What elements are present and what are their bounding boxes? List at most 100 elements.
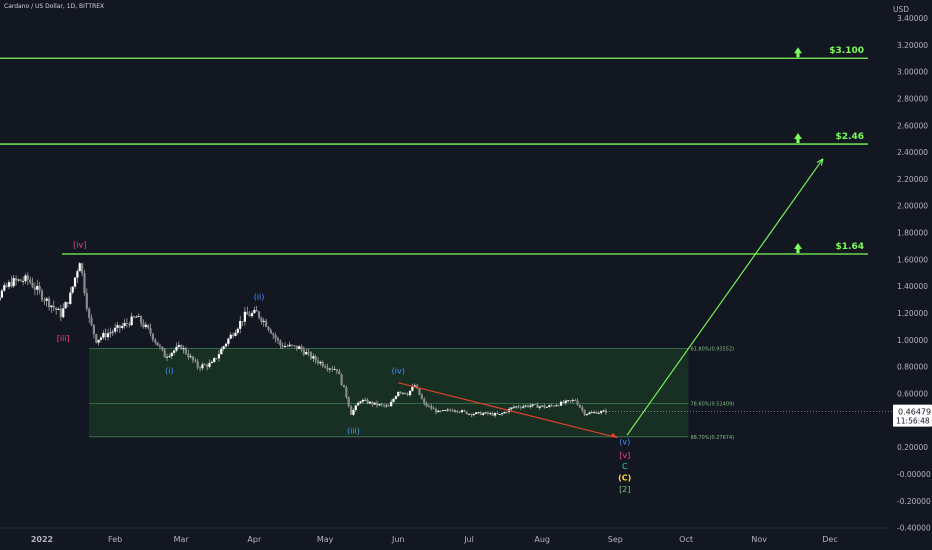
candle-body: [564, 400, 567, 403]
candles-layer: [0, 262, 607, 418]
up-arrow-icon: [794, 47, 802, 58]
candle-body: [191, 356, 195, 361]
red-trendline: [398, 382, 618, 439]
candle-body: [378, 404, 381, 406]
candle-body: [76, 271, 79, 278]
x-tick-label: Jun: [391, 535, 405, 544]
y-tick-label: 0.20000: [897, 443, 928, 452]
candle-body: [368, 401, 372, 404]
up-arrow-icon: [794, 243, 802, 254]
candle-body: [189, 356, 192, 358]
candle-body: [130, 316, 133, 326]
candle-body: [432, 408, 435, 410]
projection-arrowhead: [816, 158, 824, 166]
x-tick-label: Mar: [174, 535, 190, 544]
candle-body: [543, 405, 546, 408]
y-tick-label: 1.80000: [897, 229, 928, 238]
candle-body: [555, 405, 558, 407]
candle-body: [95, 334, 98, 343]
candle-body: [158, 345, 162, 347]
candle-body: [168, 356, 171, 357]
up-arrow-icon: [794, 133, 802, 144]
candle-body: [583, 410, 586, 416]
wave-label: (v): [619, 437, 630, 446]
candle-body: [392, 398, 395, 402]
y-tick-label: 2.40000: [897, 148, 928, 157]
candle-body: [482, 413, 485, 415]
x-tick-label: 2022: [31, 535, 53, 544]
candle-body: [491, 413, 494, 416]
candle-body: [64, 302, 67, 309]
candle-body: [177, 345, 180, 347]
candle-body: [382, 404, 386, 406]
candle-body: [536, 404, 539, 408]
candle-body: [33, 287, 37, 290]
wave-label: [2]: [619, 485, 630, 494]
candle-body: [83, 273, 86, 294]
annotations-layer: [iv] [iii] (i) (ii) (iii) (iv) (v) [v] C (C) [2]: [57, 158, 824, 494]
candle-body: [24, 275, 27, 282]
candle-body: [300, 346, 303, 350]
candle-body: [373, 402, 376, 405]
wave-label: (C): [618, 474, 631, 483]
candle-body: [385, 405, 388, 407]
candle-body: [31, 282, 34, 288]
candle-body: [545, 406, 548, 408]
candle-body: [182, 348, 185, 350]
candle-body: [17, 279, 20, 281]
candle-body: [498, 414, 501, 415]
candle-body: [272, 333, 275, 336]
candle-body: [250, 313, 254, 317]
candle-body: [352, 410, 355, 415]
y-tick-label: 0.60000: [897, 389, 928, 398]
candle-body: [361, 399, 364, 402]
candle-body: [248, 314, 251, 317]
candle-body: [562, 401, 565, 403]
candle-body: [149, 328, 152, 334]
candle-body: [281, 345, 284, 348]
candle-body: [26, 275, 29, 280]
candle-body: [102, 333, 105, 338]
candle-body: [279, 340, 282, 346]
candle-body: [423, 399, 426, 404]
y-tick-label: 1.20000: [897, 309, 928, 318]
candle-body: [229, 334, 232, 339]
wave-label: (ii): [254, 293, 265, 302]
target-lines-layer: $3.100 $2.46 $1.64: [0, 46, 868, 255]
y-tick-label: -0.40000: [897, 524, 931, 533]
candle-body: [128, 323, 131, 326]
current-price-label: 0.46479: [898, 408, 931, 417]
candle-body: [538, 406, 541, 408]
candle-body: [458, 411, 461, 413]
candle-body: [125, 322, 129, 324]
candle-body: [477, 412, 480, 413]
candle-body: [111, 331, 114, 333]
candle-body: [210, 361, 213, 364]
candle-body: [208, 363, 211, 367]
candle-body: [265, 320, 268, 327]
y-tick-label: 2.00000: [897, 202, 928, 211]
candle-body: [550, 405, 553, 407]
candle-body: [43, 299, 46, 301]
candle-body: [595, 412, 598, 414]
candle-body: [420, 394, 423, 400]
candle-body: [406, 394, 409, 396]
candle-body: [163, 349, 166, 358]
candle-body: [73, 277, 77, 287]
candle-body: [484, 412, 487, 414]
candle-body: [3, 285, 6, 291]
wave-label: (iii): [347, 427, 360, 436]
candle-body: [333, 369, 336, 371]
projection-line: [626, 158, 824, 436]
candle-body: [588, 412, 591, 415]
candle-body: [290, 344, 294, 346]
candle-body: [97, 339, 100, 343]
target-label: $2.46: [836, 132, 864, 142]
candle-body: [257, 311, 261, 318]
candle-body: [88, 308, 91, 318]
candle-body: [533, 404, 537, 406]
candle-body: [479, 412, 482, 415]
candle-body: [194, 360, 197, 362]
candle-body: [427, 406, 431, 407]
